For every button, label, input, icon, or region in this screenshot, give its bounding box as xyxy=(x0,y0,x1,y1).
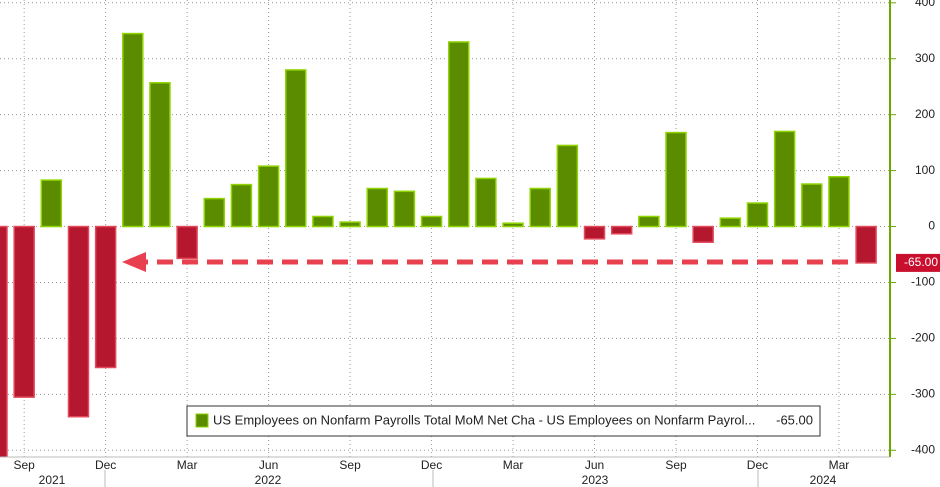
bar xyxy=(828,176,850,228)
bar xyxy=(122,32,144,228)
bar xyxy=(176,225,198,260)
year-label: 2021 xyxy=(39,473,66,487)
y-tick-label: -300 xyxy=(911,387,935,401)
bar xyxy=(203,197,226,228)
x-tick-label: Dec xyxy=(421,458,442,472)
y-tick-label: -200 xyxy=(911,331,935,345)
legend-box xyxy=(186,405,821,437)
bar xyxy=(257,165,280,228)
y-tick-label: -100 xyxy=(911,275,935,289)
bar xyxy=(692,225,714,243)
bar xyxy=(67,225,90,418)
legend: US Employees on Nonfarm Payrolls Total M… xyxy=(186,405,821,437)
x-tick-label: Dec xyxy=(747,458,768,472)
bar xyxy=(13,225,35,398)
x-tick-label: Sep xyxy=(339,458,361,472)
y-tick-label: -400 xyxy=(911,442,935,456)
year-label: 2024 xyxy=(810,473,837,487)
y-tick-label: 0 xyxy=(928,219,935,233)
bar xyxy=(312,215,334,228)
year-label: 2022 xyxy=(255,473,282,487)
x-tick-label: Sep xyxy=(13,458,35,472)
x-tick-label: Mar xyxy=(503,458,524,472)
x-tick-label: Mar xyxy=(177,458,198,472)
bar xyxy=(40,179,63,228)
x-tick-label: Jun xyxy=(259,458,278,472)
legend-value: -65.00 xyxy=(776,412,813,427)
bar xyxy=(746,202,769,228)
x-tick-label: Dec xyxy=(95,458,116,472)
arrow-head xyxy=(122,252,146,272)
axis-labels: -400 -300 -200 -100 0 100 200 300 400 Sep Dec Mar Ju… xyxy=(13,0,935,487)
legend-label: US Employees on Nonfarm Payrolls Total M… xyxy=(213,412,755,427)
year-label: 2023 xyxy=(582,473,609,487)
y-tick-label: 300 xyxy=(915,51,935,65)
bar xyxy=(610,225,633,235)
bar xyxy=(447,41,470,228)
bar xyxy=(420,215,443,228)
bar xyxy=(665,131,687,228)
bar xyxy=(285,69,307,228)
y-tick-label: 100 xyxy=(915,163,935,177)
bar xyxy=(529,187,551,228)
legend-swatch xyxy=(195,413,209,428)
bar xyxy=(773,130,796,228)
bar xyxy=(230,183,253,228)
bar xyxy=(339,221,361,228)
x-tick-label: Jun xyxy=(585,458,604,472)
bar xyxy=(801,183,823,228)
last-value-label: -65.00 xyxy=(904,255,938,269)
bar xyxy=(475,177,497,228)
bar xyxy=(583,225,606,240)
bar xyxy=(149,82,171,228)
bar xyxy=(638,215,660,228)
bar xyxy=(393,190,416,228)
bar xyxy=(719,217,742,228)
bar xyxy=(855,225,877,264)
x-tick-label: Sep xyxy=(665,458,687,472)
x-tick-label: Mar xyxy=(829,458,850,472)
y-tick-label: 400 xyxy=(915,0,935,9)
bar xyxy=(556,144,579,228)
bars xyxy=(0,32,877,457)
y-tick-label: 200 xyxy=(915,107,935,121)
bar xyxy=(502,222,524,228)
last-value-box xyxy=(896,253,940,272)
bar xyxy=(366,187,388,228)
bar xyxy=(0,225,8,457)
bar xyxy=(94,225,117,369)
last-value: -65.00 xyxy=(896,253,940,272)
